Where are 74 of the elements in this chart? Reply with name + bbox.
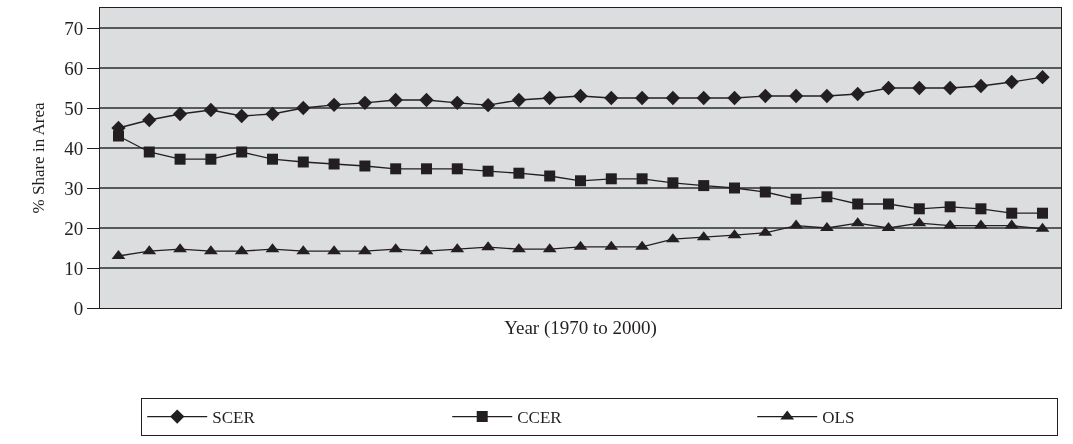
point bbox=[236, 146, 248, 158]
point bbox=[696, 90, 711, 106]
y-axis-title: % Share in Area bbox=[28, 102, 48, 214]
point bbox=[850, 86, 865, 102]
point bbox=[729, 182, 741, 194]
legend-label: CCER bbox=[517, 408, 563, 428]
point bbox=[942, 80, 958, 96]
point bbox=[420, 163, 432, 175]
point bbox=[174, 153, 186, 165]
point bbox=[388, 92, 403, 108]
point bbox=[788, 88, 804, 104]
point bbox=[297, 156, 309, 168]
point bbox=[326, 97, 342, 112]
point bbox=[605, 173, 617, 185]
point bbox=[450, 95, 465, 110]
point bbox=[172, 106, 188, 122]
point bbox=[1037, 207, 1049, 219]
point bbox=[852, 198, 864, 210]
point bbox=[665, 90, 681, 106]
point bbox=[143, 146, 155, 158]
y-tick-label: 50 bbox=[64, 97, 84, 119]
point bbox=[881, 80, 896, 96]
point bbox=[544, 170, 556, 182]
point bbox=[604, 90, 619, 106]
legend-label: SCER bbox=[212, 408, 256, 428]
point bbox=[357, 95, 373, 110]
point bbox=[480, 98, 496, 113]
point bbox=[634, 90, 650, 106]
point bbox=[359, 160, 371, 172]
point bbox=[513, 167, 525, 179]
point bbox=[790, 193, 802, 205]
point bbox=[636, 173, 648, 185]
y-tick-label: 10 bbox=[64, 257, 84, 279]
y-tick-label: 0 bbox=[73, 297, 84, 319]
point bbox=[112, 130, 124, 142]
x-axis-title: Year (1970 to 2000) bbox=[504, 316, 657, 339]
y-tick-label: 60 bbox=[64, 57, 84, 79]
point bbox=[142, 112, 157, 128]
point bbox=[667, 177, 679, 189]
point bbox=[912, 80, 927, 96]
point bbox=[1006, 207, 1018, 219]
point bbox=[698, 180, 710, 192]
point bbox=[758, 88, 773, 104]
point bbox=[203, 102, 219, 118]
point bbox=[821, 191, 833, 203]
point bbox=[482, 165, 494, 177]
point bbox=[419, 92, 434, 108]
y-tick-label: 70 bbox=[64, 17, 84, 39]
point bbox=[975, 203, 987, 215]
y-tick-label: 40 bbox=[64, 137, 84, 159]
point bbox=[451, 163, 463, 175]
point bbox=[727, 90, 742, 106]
point bbox=[234, 108, 249, 124]
point bbox=[266, 153, 278, 165]
legend-label: OLS bbox=[822, 408, 855, 428]
point bbox=[296, 100, 311, 116]
point bbox=[1035, 70, 1050, 85]
point bbox=[205, 153, 217, 165]
point bbox=[328, 158, 340, 170]
point bbox=[265, 106, 280, 122]
point bbox=[573, 88, 588, 104]
point bbox=[913, 203, 925, 215]
point bbox=[883, 198, 895, 210]
y-tick-label: 20 bbox=[64, 217, 84, 239]
point bbox=[511, 92, 527, 108]
point bbox=[390, 163, 402, 175]
point bbox=[973, 78, 989, 94]
point bbox=[819, 88, 835, 104]
y-tick-label: 30 bbox=[64, 177, 84, 199]
point bbox=[944, 201, 956, 213]
point bbox=[1004, 74, 1019, 90]
point bbox=[759, 186, 771, 198]
point bbox=[575, 175, 586, 187]
point bbox=[542, 90, 557, 106]
